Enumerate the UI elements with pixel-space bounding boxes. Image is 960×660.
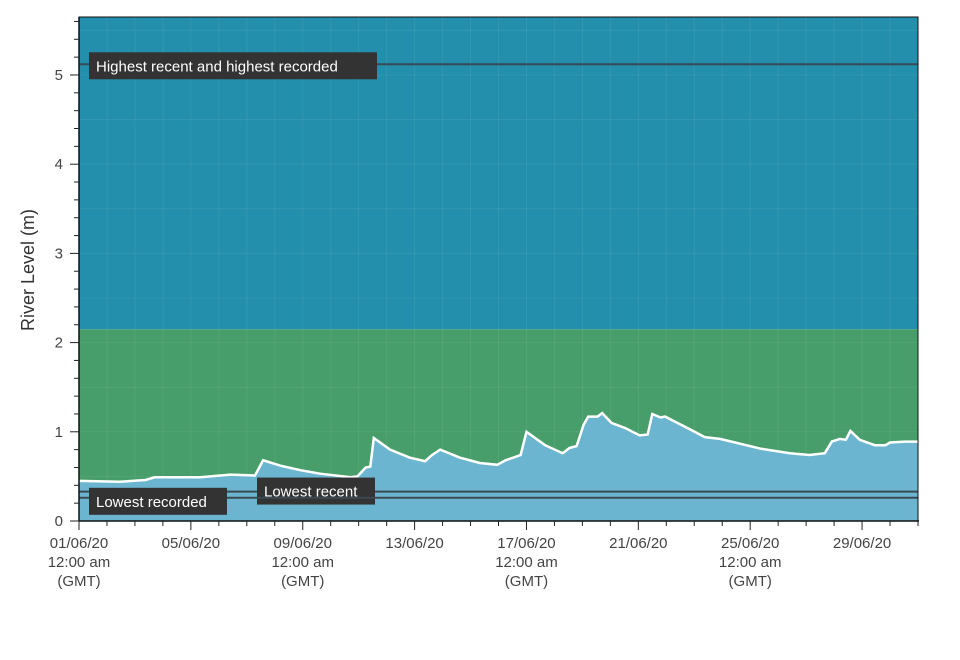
river-level-line: [78, 411, 918, 484]
x-tick-label: 05/06/20: [162, 535, 220, 552]
threshold-label-box: [257, 477, 375, 505]
y-tick-label: 0: [55, 513, 63, 530]
grid: [79, 17, 918, 521]
y-tick-label: 3: [55, 245, 63, 262]
x-tick-label: 12:00 am: [495, 554, 558, 571]
y-axis-label: River Level (m): [18, 209, 38, 331]
threshold-label: Highest recent and highest recorded: [96, 58, 338, 75]
y-tick-label: 2: [55, 335, 63, 352]
x-tick-label: (GMT): [57, 573, 100, 590]
x-tick-label: 29/06/20: [833, 535, 891, 552]
thresholds: Highest recent and highest recorded Lowes…: [79, 52, 918, 515]
x-tick-label: 17/06/20: [497, 535, 555, 552]
x-tick-label: 09/06/20: [274, 535, 332, 552]
y-tick-label: 1: [55, 424, 63, 441]
y-tick-label: 4: [55, 156, 63, 173]
threshold-label: Lowest recorded: [96, 494, 207, 511]
x-tick-label: 12:00 am: [271, 554, 334, 571]
x-tick-label: (GMT): [505, 573, 548, 590]
axes: 0 1 2 3 4 5 01/06/20 12:00 am (GMT) 05/06/20 09/06…: [48, 16, 919, 590]
threshold-label-box: [89, 487, 227, 515]
x-tick-label: (GMT): [281, 573, 324, 590]
x-tick-label: 01/06/20: [50, 535, 108, 552]
x-tick-label: 12:00 am: [719, 554, 782, 571]
x-tick-label: 21/06/20: [609, 535, 667, 552]
x-tick-label: (GMT): [729, 573, 772, 590]
x-tick-label: 25/06/20: [721, 535, 779, 552]
threshold-label-box: [89, 52, 377, 80]
y-tick-label: 5: [55, 67, 63, 84]
x-tick-label: 13/06/20: [385, 535, 443, 552]
threshold-label: Lowest recent: [264, 484, 358, 501]
x-tick-label: 12:00 am: [48, 554, 111, 571]
